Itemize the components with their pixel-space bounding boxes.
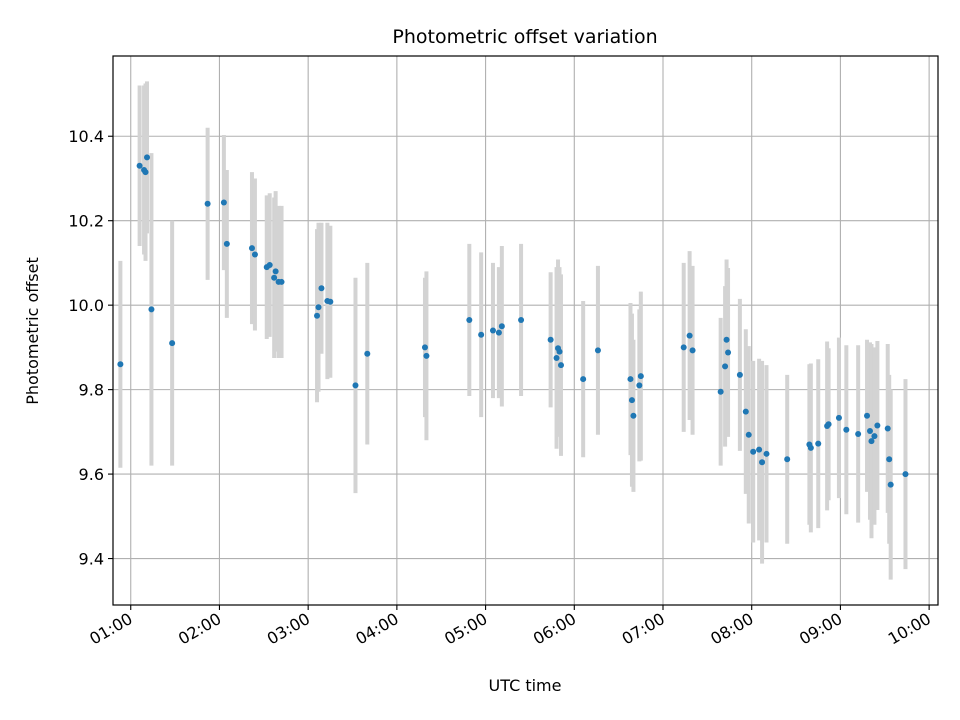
- data-point: [423, 352, 430, 359]
- data-point: [628, 397, 635, 404]
- data-point: [271, 274, 278, 281]
- data-point: [722, 363, 729, 370]
- data-point: [717, 388, 724, 395]
- data-point: [117, 361, 124, 368]
- data-point: [248, 245, 255, 252]
- y-tick-label: 9.6: [79, 465, 104, 484]
- y-tick-label: 9.8: [79, 381, 104, 400]
- data-point: [318, 285, 325, 292]
- data-point: [689, 347, 696, 354]
- data-point: [495, 329, 502, 336]
- data-point: [352, 382, 359, 389]
- data-point: [489, 327, 496, 334]
- data-point: [825, 421, 832, 428]
- data-point: [884, 425, 891, 432]
- data-point: [251, 251, 258, 258]
- data-point: [756, 446, 763, 453]
- data-point: [868, 438, 875, 445]
- data-point: [478, 331, 485, 338]
- data-point: [553, 354, 560, 361]
- data-point: [745, 431, 752, 438]
- data-point: [421, 344, 428, 351]
- data-point: [266, 262, 273, 269]
- data-point: [742, 408, 749, 415]
- data-point: [750, 448, 757, 455]
- y-axis-ticks: 9.4 9.6 9.8 10.0 10.2 10.4: [68, 127, 113, 569]
- data-point: [556, 348, 563, 355]
- data-point: [843, 426, 850, 433]
- data-point: [763, 450, 770, 457]
- data-point: [902, 471, 909, 478]
- data-point: [498, 323, 505, 330]
- data-point: [725, 349, 732, 356]
- data-point: [169, 340, 176, 347]
- data-point: [314, 312, 321, 319]
- data-point: [223, 240, 230, 247]
- y-tick-label: 10.0: [68, 296, 104, 315]
- data-point: [315, 304, 322, 311]
- plot-frame: [112, 55, 939, 606]
- y-tick-label: 9.4: [79, 550, 104, 569]
- data-points: [117, 154, 909, 488]
- data-point: [835, 414, 842, 421]
- data-point: [807, 444, 814, 451]
- data-point: [630, 412, 637, 419]
- data-point: [148, 306, 155, 313]
- data-point: [547, 336, 554, 343]
- data-point: [855, 430, 862, 437]
- data-point: [871, 433, 878, 440]
- data-point: [637, 373, 644, 380]
- data-point: [594, 347, 601, 354]
- y-tick-label: 10.2: [68, 212, 104, 231]
- data-point: [886, 456, 893, 463]
- data-point: [364, 350, 371, 357]
- data-point: [864, 412, 871, 419]
- y-axis-label: Photometric offset: [23, 257, 42, 405]
- data-point: [866, 428, 873, 435]
- data-point: [686, 332, 693, 339]
- grid: [113, 56, 938, 605]
- chart-title: Photometric offset variation: [392, 26, 657, 48]
- data-point: [220, 199, 227, 206]
- data-point: [784, 456, 791, 463]
- data-point: [327, 298, 334, 305]
- data-point: [144, 154, 151, 161]
- data-point: [580, 376, 587, 383]
- y-tick-label: 10.4: [68, 127, 104, 146]
- data-point: [136, 162, 143, 169]
- x-axis-label: UTC time: [489, 676, 562, 695]
- data-point: [557, 362, 564, 369]
- data-point: [204, 200, 211, 207]
- data-point: [723, 336, 730, 343]
- data-point: [759, 459, 766, 466]
- data-point: [466, 316, 473, 323]
- data-point: [874, 422, 881, 429]
- data-point: [680, 344, 687, 351]
- data-point: [736, 371, 743, 378]
- data-point: [272, 268, 279, 275]
- data-point: [887, 481, 894, 488]
- data-point: [815, 440, 822, 447]
- data-point: [518, 316, 525, 323]
- data-point: [627, 376, 634, 383]
- data-point: [142, 169, 149, 176]
- data-point: [278, 278, 285, 285]
- data-point: [636, 382, 643, 389]
